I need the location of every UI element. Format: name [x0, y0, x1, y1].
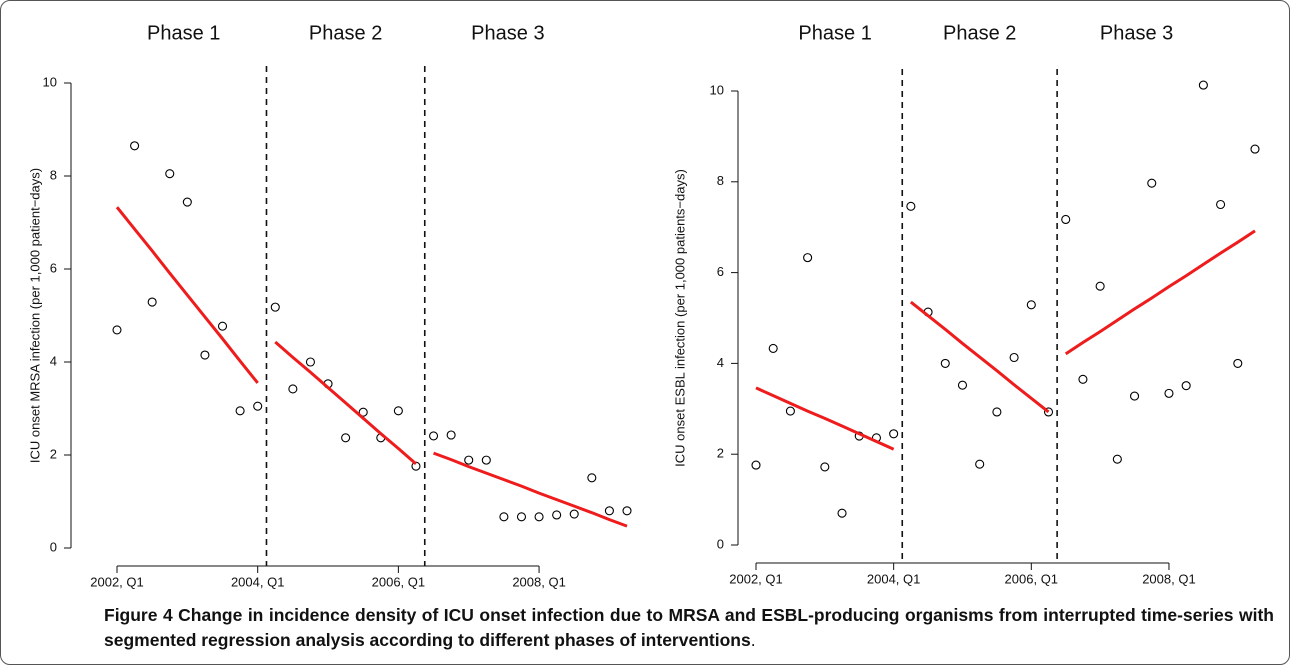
data-point	[217, 321, 228, 331]
charts: 0 2 4 6 8 10 2002, Q1 2004, Q1 2006, Q1 2008, Q1 I…	[27, 22, 1260, 589]
y-tick-label: 4	[717, 355, 724, 370]
data-point	[288, 384, 298, 394]
data-point	[1181, 381, 1191, 391]
x-tick-label: 2008, Q1	[1142, 571, 1196, 586]
data-point	[1009, 352, 1019, 363]
y-tick-label: 8	[717, 173, 724, 188]
data-point	[751, 460, 761, 470]
y-tick-label: 6	[717, 264, 724, 279]
phase-label: Phase 1	[147, 22, 220, 44]
data-point	[889, 429, 899, 439]
data-point	[569, 509, 579, 519]
data-point	[622, 506, 632, 516]
data-point	[165, 169, 175, 179]
x-tick-label: 2002, Q1	[90, 574, 144, 589]
data-point	[992, 407, 1002, 417]
data-point	[552, 510, 562, 520]
data-point	[341, 433, 351, 443]
data-point	[112, 325, 122, 335]
data-point	[1095, 281, 1105, 291]
data-point	[429, 431, 439, 441]
y-tick-label: 4	[50, 353, 57, 368]
data-point	[975, 459, 985, 469]
fit-line	[909, 300, 1050, 414]
data-point	[358, 407, 368, 417]
x-tick-label: 2008, Q1	[512, 574, 566, 589]
caption-text: Change in incidence density of ICU onset…	[104, 605, 1274, 650]
y-axis-title: ICU onset MRSA infection (per 1,000 pati…	[27, 168, 42, 463]
fit-line	[1064, 229, 1256, 356]
phase-label: Phase 3	[1100, 22, 1173, 44]
fit-line	[274, 340, 417, 465]
data-point	[820, 462, 830, 472]
data-point	[837, 508, 847, 518]
y-tick-label: 2	[717, 446, 724, 461]
data-point	[464, 455, 474, 465]
y-tick-label: 8	[50, 167, 57, 182]
data-point	[499, 512, 509, 522]
data-point	[1147, 178, 1157, 188]
y-tick-label: 10	[43, 74, 57, 89]
phase-label: Phase 3	[471, 22, 544, 44]
data-point	[604, 506, 614, 516]
data-point	[200, 350, 210, 360]
phase-label: Phase 2	[309, 22, 382, 44]
x-tick-label: 2002, Q1	[729, 571, 783, 586]
data-point	[305, 357, 315, 367]
data-point	[803, 253, 813, 263]
phase-label: Phase 2	[943, 22, 1016, 44]
x-tick-label: 2006, Q1	[1005, 571, 1059, 586]
data-point	[1233, 358, 1243, 368]
data-point	[253, 401, 263, 411]
x-tick-label: 2004, Q1	[231, 574, 285, 589]
data-point	[446, 430, 456, 440]
phase-label: Phase 1	[798, 22, 871, 44]
data-point	[1043, 407, 1054, 417]
y-tick-label: 2	[50, 446, 57, 461]
y-tick-label: 0	[50, 539, 57, 554]
x-tick-label: 2004, Q1	[867, 571, 921, 586]
data-point	[147, 297, 157, 307]
data-point	[587, 473, 597, 483]
data-point	[1078, 374, 1088, 384]
data-point	[1112, 454, 1122, 464]
data-point	[906, 201, 916, 211]
fit-line	[433, 451, 628, 528]
caption: Figure 4 Change in incidence density of …	[104, 603, 1274, 653]
data-point	[235, 406, 245, 416]
data-point	[1026, 300, 1036, 310]
data-point	[1061, 214, 1071, 225]
data-point	[1164, 388, 1174, 398]
data-point	[481, 455, 491, 465]
y-tick-label: 0	[717, 536, 724, 551]
data-point	[1250, 144, 1260, 154]
data-point	[940, 358, 950, 368]
y-axis-title: ICU onset ESBL infection (per 1,000 pati…	[672, 169, 687, 467]
data-point	[516, 512, 527, 522]
data-point	[534, 512, 544, 522]
data-point	[957, 380, 968, 390]
figure-label: Figure 4	[104, 605, 173, 625]
data-point	[1198, 80, 1208, 90]
data-point	[1130, 391, 1140, 401]
data-point	[270, 302, 280, 312]
data-point	[182, 197, 192, 207]
data-point	[130, 141, 140, 151]
data-point	[393, 406, 403, 416]
y-tick-label: 6	[50, 260, 57, 275]
caption-end: .	[750, 630, 756, 650]
y-tick-label: 10	[710, 82, 724, 97]
data-point	[1216, 199, 1226, 210]
fit-line	[755, 386, 895, 451]
data-point	[768, 343, 778, 353]
data-point	[785, 406, 795, 416]
x-tick-label: 2006, Q1	[372, 574, 426, 589]
fit-line	[115, 206, 259, 384]
